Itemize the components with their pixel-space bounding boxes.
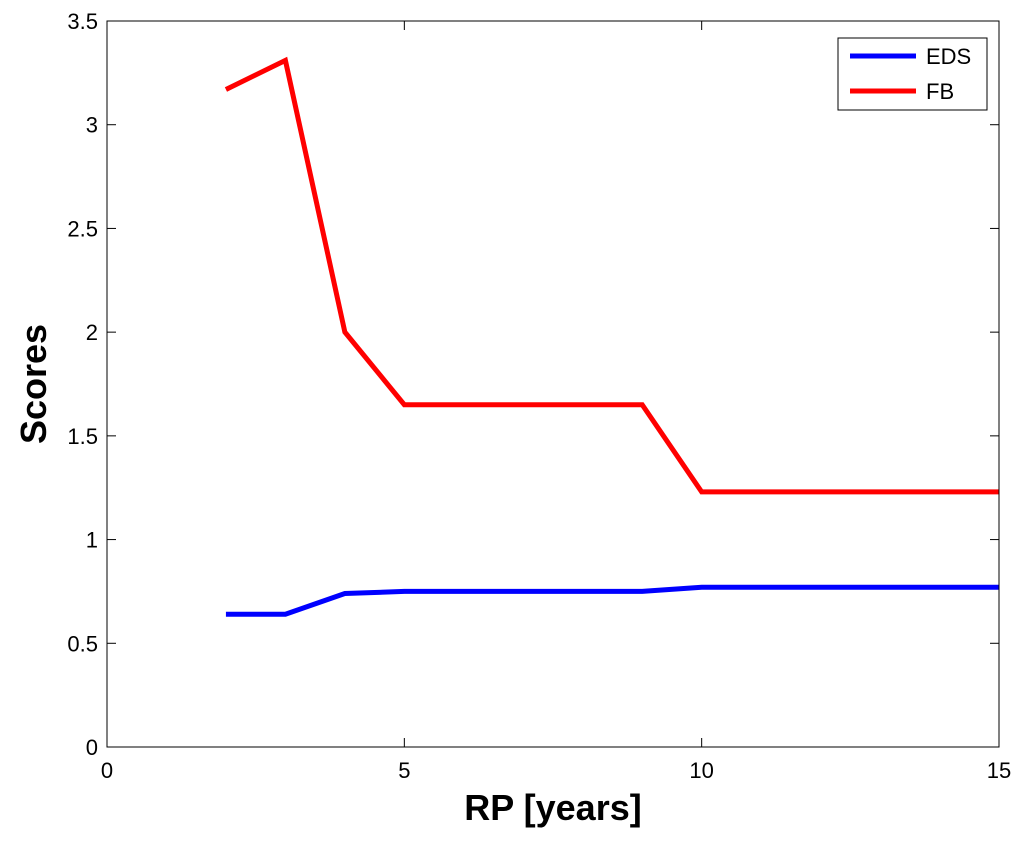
plot-background [107, 21, 999, 747]
legend-box [837, 37, 988, 111]
legend-label-eds: EDS [926, 44, 971, 69]
x-tick-label: 10 [689, 758, 713, 783]
axes-frame [106, 20, 1000, 748]
y-tick-label: 1 [86, 528, 98, 553]
x-tick-label: 5 [398, 758, 410, 783]
series-line-eds [225, 584, 999, 617]
y-tick-label: 0.5 [67, 631, 98, 656]
x-axis-label: RP [years] [464, 787, 641, 828]
plot-area [107, 21, 999, 747]
x-tick-label: 15 [987, 758, 1011, 783]
y-axis-label: Scores [13, 324, 54, 444]
y-tick-label: 3 [86, 113, 98, 138]
axes-layer: 0 5 10 15 0 0.5 1 1.5 2 2.5 3 3.5 [67, 9, 1011, 783]
y-tick-label: 0 [86, 735, 98, 760]
legend-label-fb: FB [926, 79, 954, 104]
legend: EDS FB [837, 37, 988, 111]
x-tick-label: 0 [101, 758, 113, 783]
y-tick-label: 2 [86, 320, 98, 345]
y-tick-label: 2.5 [67, 216, 98, 241]
series-layer [224, 56, 999, 617]
y-tick-label: 3.5 [67, 9, 98, 34]
y-tick-label: 1.5 [67, 424, 98, 449]
series-line-fb [224, 56, 999, 495]
